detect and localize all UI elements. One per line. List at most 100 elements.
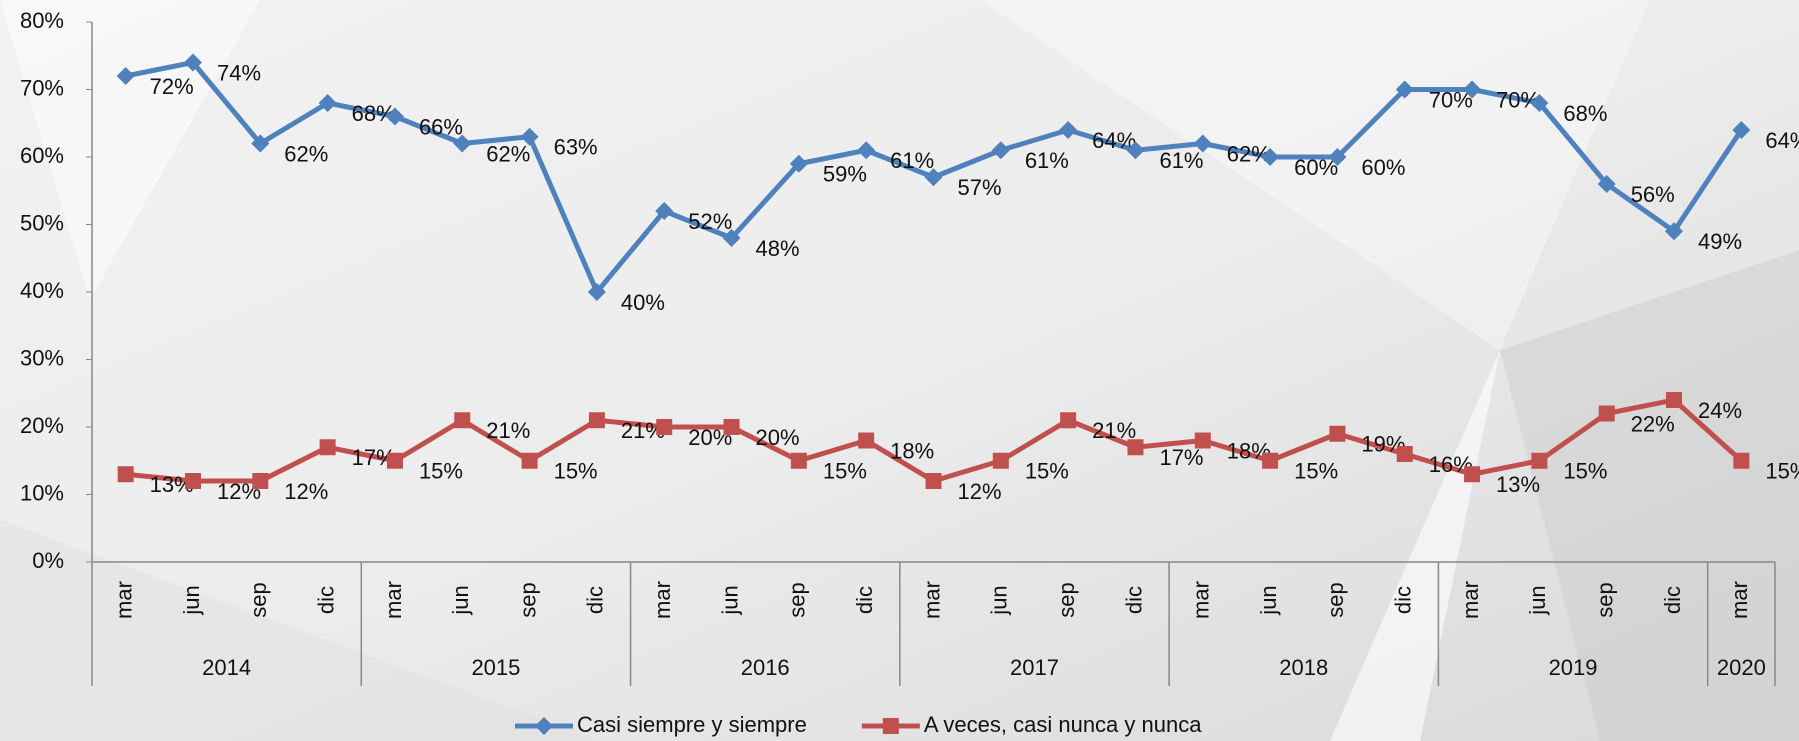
marker <box>1193 134 1212 153</box>
marker <box>857 141 876 160</box>
data-label: 17% <box>1159 445 1203 470</box>
marker <box>992 452 1009 469</box>
data-label: 56% <box>1631 182 1675 207</box>
x-tick-label: dic <box>1121 586 1146 614</box>
marker <box>386 452 403 469</box>
x-tick-label: sep <box>1054 582 1079 617</box>
marker <box>723 419 740 435</box>
x-tick-label: sep <box>515 582 540 617</box>
data-label: 48% <box>756 236 800 261</box>
bg-shape <box>0 520 600 741</box>
marker <box>1261 148 1280 166</box>
data-label: 12% <box>284 479 328 504</box>
marker <box>1194 432 1211 449</box>
marker <box>587 283 606 301</box>
marker <box>1329 425 1346 442</box>
x-tick-label: dic <box>852 586 877 614</box>
y-tick-label: 0% <box>32 548 64 573</box>
marker <box>1666 392 1683 408</box>
marker <box>1463 80 1482 99</box>
group-label: 2017 <box>1010 655 1059 680</box>
x-tick-label: jun <box>1256 585 1281 615</box>
data-label: 15% <box>1765 459 1799 484</box>
data-label: 18% <box>890 438 934 463</box>
marker <box>1597 175 1616 193</box>
marker <box>1060 412 1077 429</box>
marker <box>1464 466 1481 483</box>
data-label: 15% <box>1563 459 1607 484</box>
data-label: 68% <box>1563 101 1607 126</box>
group-label: 2014 <box>202 655 251 680</box>
marker <box>183 53 202 72</box>
marker <box>1059 121 1078 139</box>
data-label: 21% <box>486 418 530 443</box>
x-tick-label: jun <box>1525 585 1550 615</box>
marker <box>184 473 201 489</box>
group-label: 2019 <box>1549 655 1598 680</box>
data-label: 13% <box>1496 472 1540 497</box>
data-label: 66% <box>419 114 463 139</box>
x-tick-label: mar <box>1727 581 1752 619</box>
marker <box>1733 452 1750 469</box>
x-tick-label: jun <box>448 585 473 615</box>
x-tick-label: sep <box>1323 582 1348 617</box>
x-tick-label: mar <box>919 581 944 619</box>
y-tick-label: 20% <box>20 413 64 438</box>
x-tick-label: mar <box>650 581 675 619</box>
data-label: 15% <box>1294 459 1338 484</box>
data-label: 62% <box>284 141 328 166</box>
data-label: 24% <box>1698 398 1742 423</box>
data-label: 74% <box>217 60 261 85</box>
data-label: 40% <box>621 290 665 315</box>
x-tick-label: jun <box>179 585 204 615</box>
data-label: 49% <box>1698 229 1742 254</box>
x-tick-label: dic <box>583 586 608 614</box>
marker <box>924 168 943 187</box>
x-tick-label: dic <box>313 586 338 614</box>
marker <box>385 107 404 126</box>
bg-shape <box>1330 350 1500 741</box>
marker <box>1126 141 1145 160</box>
data-label: 68% <box>352 101 396 126</box>
marker <box>252 473 269 489</box>
marker <box>117 466 134 483</box>
bg-shape <box>980 0 1650 350</box>
marker <box>319 439 336 456</box>
data-label: 20% <box>756 425 800 450</box>
data-label: 61% <box>1159 148 1203 173</box>
x-tick-label: dic <box>1391 586 1416 614</box>
x-tick-label: jun <box>717 585 742 615</box>
data-label: 12% <box>958 479 1002 504</box>
data-label: 62% <box>486 141 530 166</box>
data-label: 15% <box>419 459 463 484</box>
marker <box>1328 148 1347 166</box>
marker <box>1598 405 1615 422</box>
x-tick-label: mar <box>381 581 406 619</box>
data-label: 72% <box>150 74 194 99</box>
marker <box>858 432 875 449</box>
marker <box>251 134 270 153</box>
marker <box>318 94 337 112</box>
marker <box>789 154 808 173</box>
data-label: 15% <box>554 459 598 484</box>
group-label: 2020 <box>1717 655 1766 680</box>
marker <box>656 419 673 435</box>
data-label: 15% <box>823 459 867 484</box>
x-tick-label: sep <box>785 582 810 617</box>
marker <box>1395 80 1414 99</box>
marker <box>790 452 807 469</box>
marker <box>116 67 135 85</box>
data-label: 22% <box>1631 411 1675 436</box>
y-tick-label: 30% <box>20 345 64 370</box>
data-label: 64% <box>1765 128 1799 153</box>
marker <box>1732 121 1751 139</box>
y-tick-label: 70% <box>20 75 64 100</box>
y-tick-label: 80% <box>20 8 64 33</box>
data-label: 61% <box>1025 148 1069 173</box>
marker <box>521 452 538 469</box>
x-tick-label: jun <box>987 585 1012 615</box>
marker <box>453 134 472 153</box>
x-tick-label: sep <box>1593 582 1618 617</box>
group-label: 2018 <box>1279 655 1328 680</box>
data-label: 61% <box>890 148 934 173</box>
